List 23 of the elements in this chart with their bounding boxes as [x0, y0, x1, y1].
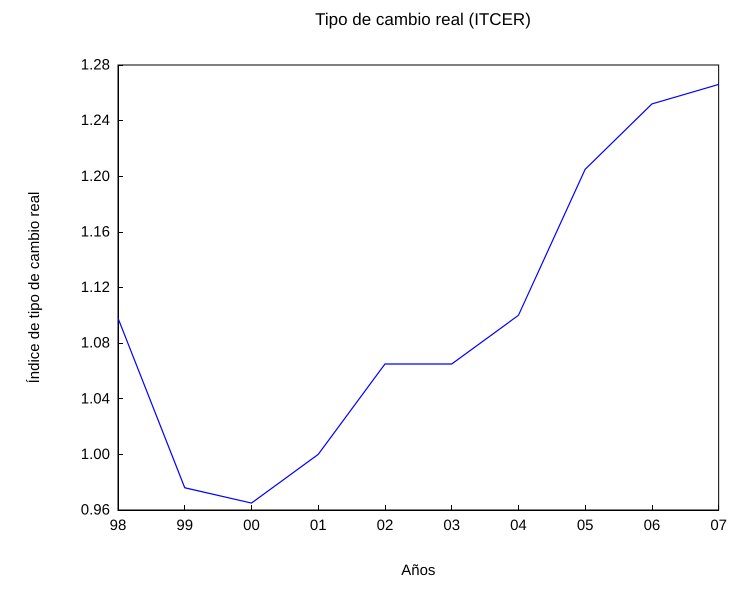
- y-tick-label: 1.28: [80, 56, 110, 74]
- y-tick-label: 1.20: [80, 168, 110, 185]
- y-tick-label: 1.04: [80, 390, 110, 408]
- y-tick-label: 1.24: [80, 112, 110, 130]
- x-tick-label: 98: [110, 517, 126, 534]
- x-tick-label: 07: [710, 517, 727, 534]
- line-series: [117, 84, 720, 504]
- x-tick-label: 00: [243, 517, 260, 534]
- x-tick-label: 04: [510, 517, 527, 534]
- x-tick-label: 05: [576, 517, 594, 534]
- x-tick-label: 06: [644, 517, 660, 534]
- x-tick-label: 03: [443, 517, 460, 534]
- y-tick-label: 1.16: [80, 223, 110, 240]
- x-tick-label: 02: [376, 517, 394, 534]
- y-tick-label: 1.12: [80, 279, 110, 296]
- y-tick-label: 0.96: [80, 502, 110, 518]
- chart-title: Tipo de cambio real (ITCER): [315, 10, 531, 29]
- x-tick-label: 99: [176, 517, 194, 534]
- y-axis-title: Índice de tipo de cambio real: [25, 192, 43, 384]
- x-tick-label: 01: [310, 517, 327, 534]
- y-tick-label: 1.00: [80, 446, 110, 463]
- y-tick-label: 1.08: [80, 334, 110, 352]
- x-axis-title: Años: [401, 562, 436, 579]
